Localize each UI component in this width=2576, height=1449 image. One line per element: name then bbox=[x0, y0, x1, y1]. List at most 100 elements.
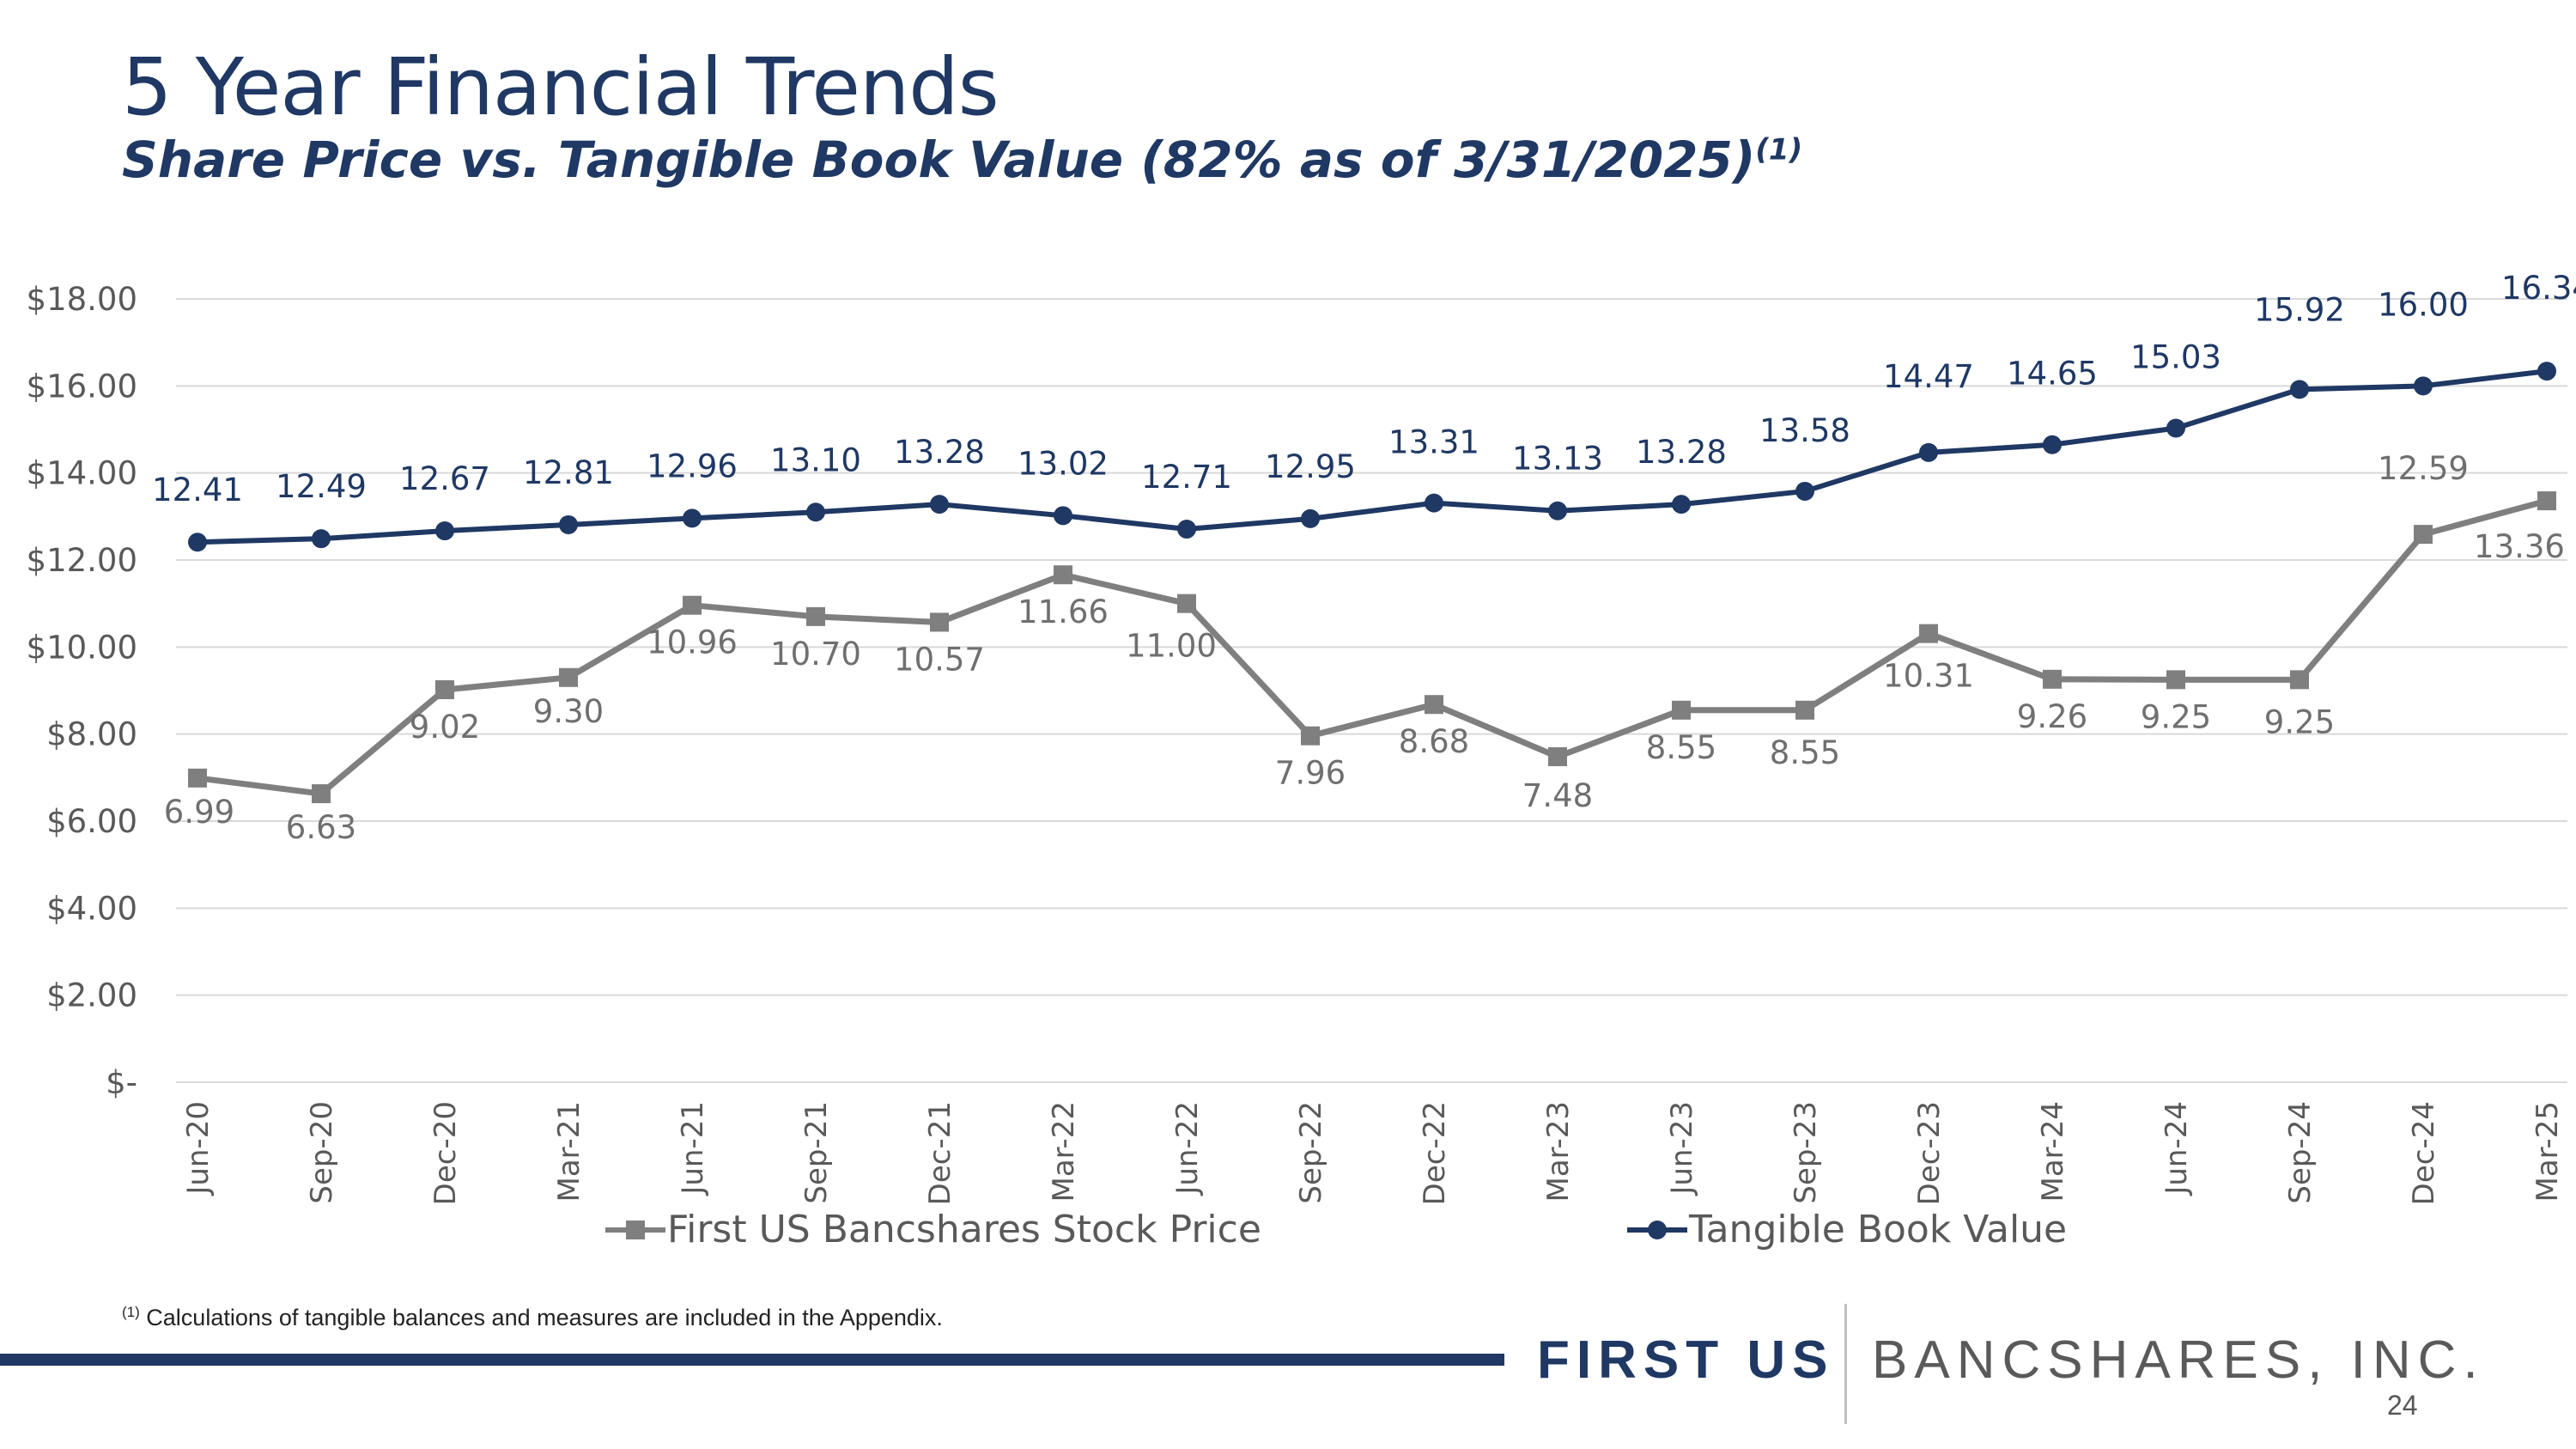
data-label: 14.47 bbox=[1883, 358, 1974, 395]
data-point-marker bbox=[1301, 726, 1320, 746]
legend-marker bbox=[626, 1221, 645, 1239]
series-stock-price: 6.99 6.63 9.02 9.30 10.96 10.70 10.57 11.66 11.0… bbox=[164, 450, 2565, 846]
data-label: 15.03 bbox=[2130, 338, 2221, 375]
legend-label: First US Bancshares Stock Price bbox=[667, 1208, 1261, 1251]
x-tick-label: Mar-25 bbox=[2530, 1101, 2565, 1202]
company-logo-first-us: FIRST US bbox=[1537, 1330, 1835, 1390]
data-point-marker bbox=[683, 508, 702, 528]
data-point-marker bbox=[1795, 481, 1814, 501]
data-point-marker bbox=[1795, 700, 1814, 720]
y-tick-label: $8.00 bbox=[46, 716, 137, 753]
data-point-marker bbox=[435, 679, 454, 699]
data-label: 10.31 bbox=[1883, 658, 1974, 695]
y-tick-label: $18.00 bbox=[27, 281, 137, 318]
footnote-marker: (1) bbox=[122, 1304, 140, 1320]
y-tick-label: $4.00 bbox=[46, 890, 137, 927]
legend: First US Bancshares Stock Price Tangible … bbox=[605, 1208, 2067, 1251]
data-label: 14.65 bbox=[2007, 356, 2098, 393]
data-label: 12.41 bbox=[152, 472, 243, 508]
x-tick-label: Sep-22 bbox=[1294, 1101, 1328, 1204]
x-tick-label: Mar-23 bbox=[1541, 1101, 1576, 1202]
data-label: 9.25 bbox=[2264, 703, 2335, 740]
x-tick-label: Jun-23 bbox=[1665, 1101, 1699, 1196]
data-point-marker bbox=[2043, 435, 2062, 454]
y-tick-label: $16.00 bbox=[27, 368, 137, 405]
data-point-marker bbox=[683, 595, 702, 615]
series-tangible-book-value: 12.41 12.49 12.67 12.81 12.96 13.10 13.28 13.02… bbox=[152, 270, 2576, 552]
footer-rule bbox=[0, 1354, 1504, 1366]
data-label: 13.58 bbox=[1759, 412, 1850, 449]
x-tick-label: Mar-22 bbox=[1047, 1101, 1081, 1202]
x-tick-label: Jun-21 bbox=[676, 1101, 710, 1196]
x-tick-label: Dec-20 bbox=[428, 1101, 463, 1205]
data-point-marker bbox=[2537, 362, 2556, 381]
y-axis-tick-labels: $- $2.00 $4.00 $6.00 $8.00 $10.00 $12.00 $14.00… bbox=[27, 281, 137, 1101]
data-point-marker bbox=[312, 529, 331, 549]
series-line bbox=[197, 368, 2548, 545]
data-point-marker bbox=[559, 514, 578, 534]
data-point-marker bbox=[2166, 670, 2185, 690]
data-point-marker bbox=[1425, 493, 1443, 513]
data-label: 12.59 bbox=[2378, 450, 2469, 487]
subtitle-footnote-marker: (1) bbox=[1755, 132, 1803, 167]
x-tick-label: Dec-21 bbox=[923, 1101, 957, 1205]
data-point-marker bbox=[2414, 525, 2433, 545]
data-label: 11.00 bbox=[1126, 628, 1217, 665]
y-tick-label: $10.00 bbox=[27, 629, 137, 666]
y-tick-label: $12.00 bbox=[27, 542, 137, 579]
data-label: 13.28 bbox=[1636, 434, 1727, 471]
x-tick-label: Dec-23 bbox=[1912, 1101, 1947, 1205]
x-axis-tick-labels: Jun-20 Sep-20 Dec-20 Mar-21 Jun-21 Sep-21 Dec-… bbox=[181, 1101, 2565, 1205]
data-label: 9.30 bbox=[533, 693, 604, 730]
data-label: 13.13 bbox=[1512, 441, 1603, 478]
x-tick-label: Sep-24 bbox=[2283, 1101, 2318, 1204]
x-tick-label: Sep-20 bbox=[305, 1101, 339, 1204]
legend-item-tangible-book-value: Tangible Book Value bbox=[1627, 1208, 2067, 1251]
slide-title: 5 Year Financial Trends bbox=[122, 41, 999, 133]
y-tick-label: $- bbox=[106, 1064, 137, 1101]
subtitle-text: Share Price vs. Tangible Book Value (82%… bbox=[122, 131, 1756, 189]
data-label: 9.25 bbox=[2141, 698, 2211, 735]
y-tick-label: $2.00 bbox=[46, 977, 137, 1014]
data-point-marker bbox=[2043, 669, 2062, 689]
y-tick-label: $14.00 bbox=[27, 455, 137, 492]
data-point-marker bbox=[806, 606, 825, 626]
data-label: 15.92 bbox=[2254, 291, 2345, 328]
data-point-marker bbox=[2166, 418, 2185, 438]
data-label: 10.96 bbox=[647, 624, 738, 661]
data-label: 12.71 bbox=[1141, 459, 1232, 496]
data-point-marker bbox=[2290, 670, 2309, 690]
data-label: 7.96 bbox=[1275, 755, 1346, 792]
data-label: 13.36 bbox=[2474, 528, 2565, 565]
x-tick-label: Dec-24 bbox=[2407, 1101, 2441, 1205]
data-point-marker bbox=[930, 612, 949, 632]
data-label: 12.49 bbox=[276, 468, 367, 505]
data-label: 12.96 bbox=[647, 447, 738, 484]
data-point-marker bbox=[1177, 520, 1196, 539]
data-point-marker bbox=[1548, 747, 1567, 767]
page-number: 24 bbox=[2387, 1390, 2418, 1421]
footnote: (1) Calculations of tangible balances an… bbox=[122, 1304, 943, 1331]
footnote-text: Calculations of tangible balances and me… bbox=[146, 1305, 943, 1330]
data-label: 13.10 bbox=[770, 441, 861, 478]
data-point-marker bbox=[1177, 594, 1196, 613]
data-series: 6.99 6.63 9.02 9.30 10.96 10.70 10.57 11.66 11.0… bbox=[152, 270, 2576, 846]
x-tick-label: Sep-21 bbox=[799, 1101, 834, 1204]
x-tick-label: Jun-24 bbox=[2160, 1101, 2194, 1196]
gridlines bbox=[176, 298, 2567, 1083]
x-tick-label: Sep-23 bbox=[1789, 1101, 1823, 1204]
data-label: 16.34 bbox=[2501, 270, 2576, 307]
company-logo-bancshares: BANCSHARES, INC. bbox=[1872, 1330, 2485, 1390]
data-point-marker bbox=[188, 533, 207, 552]
data-point-marker bbox=[2414, 376, 2433, 396]
data-label: 9.02 bbox=[410, 709, 480, 746]
data-point-marker bbox=[1425, 695, 1443, 715]
data-point-marker bbox=[1548, 501, 1567, 521]
data-point-marker bbox=[1919, 442, 1938, 462]
data-label: 13.28 bbox=[894, 434, 985, 471]
x-tick-label: Dec-22 bbox=[1418, 1101, 1452, 1205]
data-point-marker bbox=[806, 502, 825, 522]
data-point-marker bbox=[1919, 624, 1938, 643]
data-point-marker bbox=[2290, 380, 2309, 399]
data-label: 6.63 bbox=[286, 809, 356, 846]
